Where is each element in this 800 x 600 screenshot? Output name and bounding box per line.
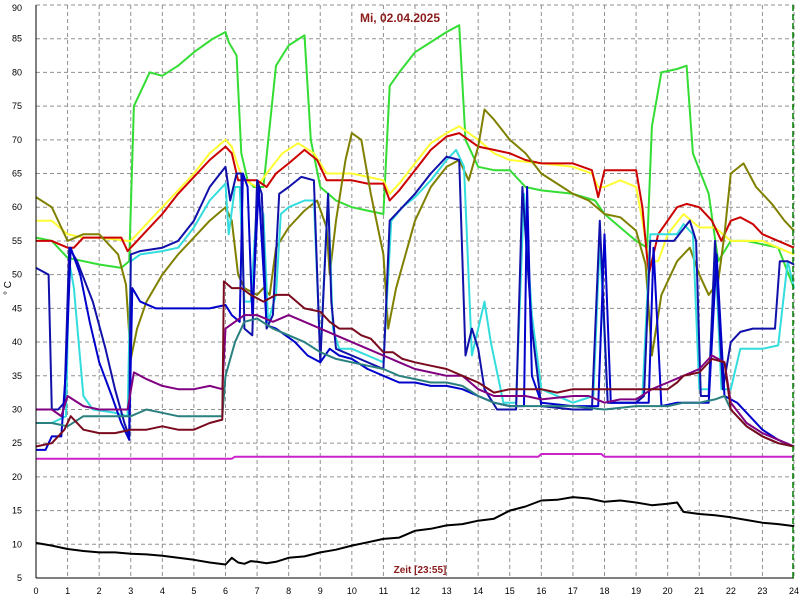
x-tick-labels: 0 1 2 3 4 5 6 7 8 9 10 11 12 13 14 15 16 17 18 19 20 21 22 23 24 xyxy=(33,586,799,596)
x-tick-label: 1 xyxy=(65,586,70,596)
y-axis-label: ° C xyxy=(3,281,14,295)
y-tick-label: 80 xyxy=(12,67,22,77)
y-tick-label: 20 xyxy=(12,472,22,482)
x-tick-label: 7 xyxy=(255,586,260,596)
x-tick-label: 13 xyxy=(442,586,452,596)
y-tick-label: 55 xyxy=(12,236,22,246)
x-tick-label: 9 xyxy=(318,586,323,596)
series-line-3 xyxy=(36,132,795,276)
y-tick-label: 40 xyxy=(12,337,22,347)
x-tick-label: 8 xyxy=(286,586,291,596)
series-line-12 xyxy=(35,496,795,566)
y-tick-label: 50 xyxy=(12,270,22,280)
x-tick-label: 12 xyxy=(410,586,420,596)
y-tick-label: 60 xyxy=(12,202,22,212)
y-tick-label: 25 xyxy=(12,438,22,448)
y-tick-label: 70 xyxy=(12,135,22,145)
series-line-9 xyxy=(36,314,795,448)
y-tick-label: 15 xyxy=(12,506,22,516)
y-tick-labels: 5 10 15 20 25 30 35 40 45 50 55 60 65 70 75 80 85 90 xyxy=(12,3,22,583)
series-line-10 xyxy=(35,280,795,448)
series-line-11 xyxy=(36,453,794,460)
x-tick-label: 23 xyxy=(757,586,767,596)
series-line-7 xyxy=(36,172,795,451)
y-tick-label: 75 xyxy=(12,101,22,111)
x-tick-label: 15 xyxy=(505,586,515,596)
chart-title: Mi, 02.04.2025 xyxy=(360,11,440,25)
x-tick-label: 11 xyxy=(379,586,388,596)
x-axis-label: Zeit [23:55] xyxy=(394,565,447,576)
x-tick-label: 14 xyxy=(473,586,483,596)
x-tick-label: 21 xyxy=(694,586,704,596)
series-line-2 xyxy=(36,125,795,263)
x-tick-label: 0 xyxy=(33,586,38,596)
x-tick-label: 24 xyxy=(789,586,799,596)
y-tick-label: 5 xyxy=(17,573,22,583)
x-tick-label: 5 xyxy=(191,586,196,596)
x-tick-label: 18 xyxy=(599,586,609,596)
y-tick-label: 30 xyxy=(12,404,22,414)
x-tick-label: 19 xyxy=(631,586,641,596)
y-tick-label: 65 xyxy=(12,169,22,179)
x-tick-label: 20 xyxy=(663,586,673,596)
x-tick-label: 16 xyxy=(536,586,546,596)
x-tick-label: 2 xyxy=(97,586,102,596)
x-tick-label: 3 xyxy=(128,586,133,596)
y-tick-label: 90 xyxy=(12,3,22,13)
y-tick-label: 10 xyxy=(12,539,22,549)
series-line-1 xyxy=(35,24,795,289)
x-tick-label: 17 xyxy=(568,586,578,596)
y-tick-label: 45 xyxy=(12,303,22,313)
y-tick-label: 35 xyxy=(12,371,22,381)
x-tick-label: 22 xyxy=(726,586,736,596)
x-tick-label: 6 xyxy=(223,586,228,596)
x-tick-label: 10 xyxy=(347,586,357,596)
x-tick-label: 4 xyxy=(160,586,165,596)
series-layer xyxy=(35,24,795,566)
series-line-8 xyxy=(36,317,795,448)
y-tick-label: 85 xyxy=(12,34,22,44)
